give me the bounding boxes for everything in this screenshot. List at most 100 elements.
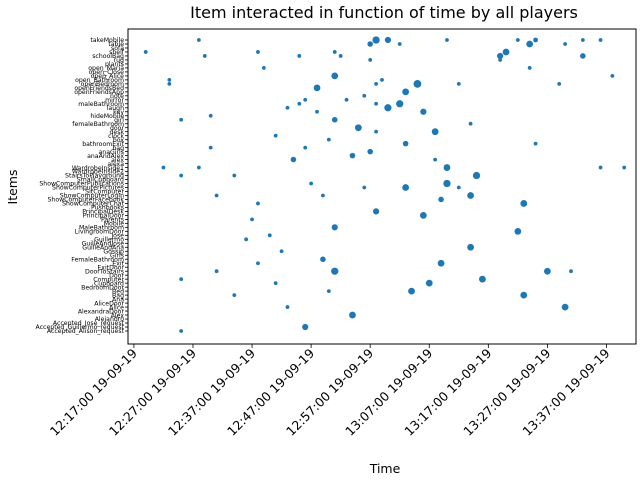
scatter-point [326,137,331,142]
y-tick-label: Bed [112,288,124,295]
scatter-point [338,54,343,58]
scatter-point [362,93,367,98]
scatter-point [232,173,237,178]
scatter-point [250,217,254,222]
y-tick-label: bathroomExit [82,141,124,148]
y-tick-label: GuilleAndAna [82,244,124,251]
scatter-point [297,101,302,106]
scatter-point [413,79,422,88]
scatter-point [256,201,260,206]
y-tick-label: Accepted_Jose_request [53,320,125,327]
scatter-point [196,165,201,170]
scatter-point [273,133,278,138]
scatter-point [349,311,356,319]
scatter-point [374,129,378,134]
scatter-point [321,193,325,198]
y-tick-label: schoolBag [92,53,124,60]
y-tick-label: Guillermo [94,237,124,244]
y-tick-label: Mobile [104,221,124,228]
y-tick-label: ShowComputerFacebook [47,197,124,204]
y-tick-label: bag [112,145,124,152]
scatter-point [285,105,290,110]
scatter-point [443,179,451,188]
scatter-point [526,40,534,48]
scatter-point [437,259,445,267]
scatter-point [569,269,573,274]
y-axis-label: Items [5,170,20,205]
y-tick-label: WardrobeInside2 [72,169,124,176]
y-tick-label: Parents [101,217,124,224]
y-tick-label: Accepted_Alison_request [47,328,125,335]
y-tick-label: LivingroomDoor [75,229,125,236]
scatter-point [479,275,486,283]
y-tick-label: key [113,109,124,116]
y-tick-label: rug [114,57,124,64]
scatter-point [303,145,308,150]
scatter-point [622,165,627,170]
y-tick-label: alex [111,157,124,164]
scatter-point [362,185,367,190]
scatter-point [267,233,272,238]
y-tick-label: SmallCupboard [77,177,124,184]
scatter-point [402,140,409,147]
y-tick-label: box [113,137,125,144]
scatter-point [456,81,461,86]
scatter-point [297,54,302,58]
scatter-point [408,287,415,295]
x-axis-label: Time [369,461,401,476]
scatter-point [396,100,404,108]
y-tick-label: ShowComputerPictures [52,185,124,192]
y-tick-label: mirror [105,97,124,104]
scatter-point [332,50,337,54]
scatter-point [467,192,474,199]
scatter-point [443,164,451,171]
y-tick-label: AliceDoor [94,300,124,307]
scatter-point [520,200,528,207]
scatter-point [256,50,260,54]
scatter-point [544,267,551,275]
scatter-point [202,54,207,58]
scatter-point [563,42,568,46]
scatter-point [279,249,284,254]
y-tick-label: desk [109,129,124,136]
scatter-point [309,181,314,186]
y-tick-label: Alejandro [95,316,125,323]
y-tick-label: Jose [110,233,124,240]
scatter-point [515,38,520,42]
y-tick-label: openBedroom [81,81,124,88]
y-tick-label: hideMobile [90,113,124,120]
y-tick-label: Girls [110,252,124,259]
y-tick-label: clock [108,133,124,140]
scatter-point [349,152,356,159]
scatter-point [445,38,449,42]
scatter-point [303,97,308,102]
scatter-point [431,128,439,136]
scatter-point [179,117,184,122]
scatter-point [256,261,260,266]
scatter-point [402,184,410,191]
y-tick-label: ExitDoor [97,264,124,271]
scatter-point [472,171,481,180]
scatter-point [179,277,184,282]
scatter-point [610,73,615,78]
y-tick-label: Alice [109,304,124,311]
y-tick-label: plants [105,61,124,68]
scatter-point [497,52,504,60]
scatter-point [354,124,362,132]
scatter-point [315,109,319,114]
y-tick-label: openFriendsBed [74,85,124,92]
y-tick-label: SitComputer [85,189,124,196]
y-tick-label: BedroomDoor [81,284,124,291]
scatter-point [372,208,380,215]
scatter-point [285,305,290,309]
y-tick-label: open_Alice [91,73,125,80]
y-tick-label: Bag [112,292,124,299]
scatter-point [167,81,172,86]
y-tick-label: ShowComputerLogIn [60,193,124,200]
scatter-point [320,256,326,263]
scatter-point [374,81,378,86]
y-tick-label: DoorToStairs [85,268,124,275]
y-tick-label: GuilleAndJose [82,241,125,248]
